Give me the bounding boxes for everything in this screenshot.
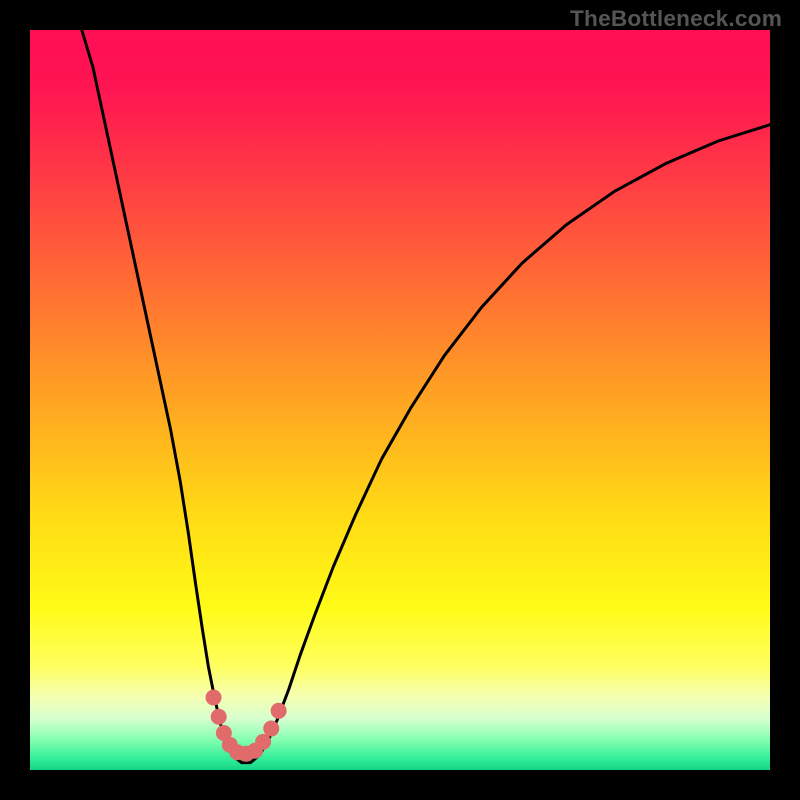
plot-svg [0, 0, 800, 800]
curve-marker [255, 734, 271, 750]
plot-background [30, 30, 770, 770]
chart-container: TheBottleneck.com [0, 0, 800, 800]
curve-marker [263, 721, 279, 737]
curve-marker [206, 689, 222, 705]
curve-marker [271, 703, 287, 719]
watermark-label: TheBottleneck.com [570, 6, 782, 32]
curve-marker [211, 709, 227, 725]
